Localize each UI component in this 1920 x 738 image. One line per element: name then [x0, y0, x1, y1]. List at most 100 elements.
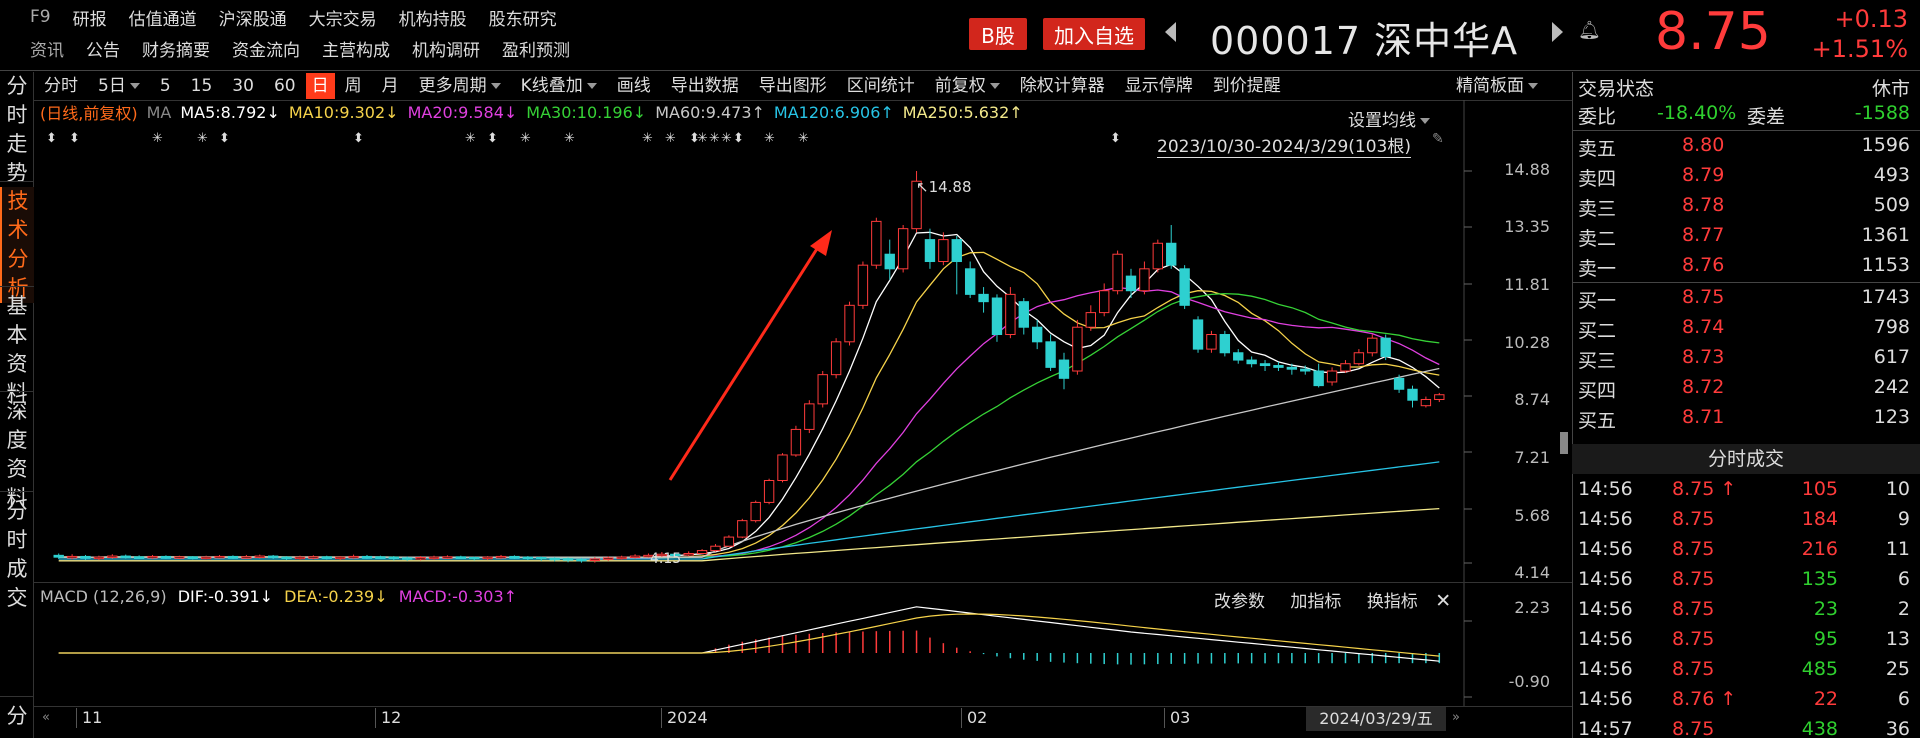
toolbar-item[interactable]: 15 — [190, 76, 213, 96]
toolbar-item[interactable]: 导出数据 — [670, 76, 739, 96]
menu-item[interactable]: 公告 — [86, 40, 120, 61]
menu-item[interactable]: 估值通道 — [128, 9, 197, 30]
menu-item[interactable]: 研报 — [72, 9, 107, 30]
toolbar-item[interactable]: 画线 — [616, 76, 651, 96]
toolbar-item[interactable]: 日 — [305, 73, 335, 99]
change-value: +0.13 — [1834, 5, 1908, 33]
event-marker-icon: ✳ — [721, 131, 732, 146]
left-nav-item[interactable]: 基本资料 — [6, 294, 28, 405]
candle-body — [375, 556, 386, 559]
swap-indicator-button[interactable]: 换指标 — [1366, 592, 1418, 612]
toolbar-item[interactable]: 显示停牌 — [1124, 76, 1193, 96]
candle-body — [1273, 365, 1284, 368]
tick-count: 10 — [1885, 478, 1910, 500]
menu-item[interactable]: 主营构成 — [322, 40, 390, 61]
change-params-button[interactable]: 改参数 — [1214, 592, 1265, 612]
date-range[interactable]: 2023/10/30-2024/3/29(103根) — [1157, 132, 1411, 158]
x-axis-tick: 12 — [381, 708, 402, 727]
bid-price: 8.74 — [1682, 316, 1725, 338]
stock-title: 000017 深中华A — [1210, 10, 1518, 65]
toolbar-item[interactable]: 除权计算器 — [1019, 76, 1105, 96]
left-nav-item[interactable]: 技术分析 — [0, 187, 34, 303]
candle-body — [1085, 312, 1096, 328]
add-indicator-button[interactable]: 加指标 — [1290, 592, 1342, 612]
add-watchlist-button[interactable]: 加入自选 — [1043, 18, 1145, 50]
toolbar-divider — [34, 100, 1572, 101]
candle-body — [924, 239, 936, 263]
candle-body — [227, 555, 239, 559]
candle-body — [951, 239, 962, 263]
prev-stock-icon[interactable] — [1165, 22, 1176, 42]
event-markers: ⬍ ⬍ ✳ ✳ ⬍ ⬍ ✳ ⬍ ✳ ✳ ✳ ✳ ⬍✳ ✳ ✳ ⬍ ✳ ✳ ⬍ — [46, 131, 1121, 146]
toolbar-item[interactable]: 月 — [381, 76, 399, 96]
toolbar-item[interactable]: 更多周期 — [409, 73, 511, 99]
bid-volume: 617 — [1873, 346, 1910, 368]
candle-body — [683, 553, 694, 556]
menu-item[interactable]: 财务摘要 — [142, 40, 210, 61]
scroll-right-icon[interactable]: » — [1452, 710, 1460, 725]
tick-time: 14:56 — [1578, 538, 1633, 560]
last-price: 8.75 — [1655, 2, 1771, 62]
panel-mode-dropdown[interactable]: 精简板面 — [1456, 72, 1538, 100]
menu-item[interactable]: F9 — [30, 7, 51, 27]
price-axis-tick: 10.28 — [1504, 333, 1550, 352]
candle-body — [495, 555, 507, 559]
toolbar-item[interactable]: 周 — [344, 76, 362, 96]
b-share-button[interactable]: B股 — [969, 18, 1027, 50]
menu-item[interactable]: 盈利预测 — [502, 40, 570, 61]
candle-body — [469, 557, 480, 560]
change-percent: +1.51% — [1811, 35, 1908, 63]
chart-scroll-handle[interactable] — [1560, 432, 1568, 454]
menu-item[interactable]: 机构调研 — [412, 40, 480, 61]
left-nav-item[interactable]: 分 — [6, 704, 28, 728]
event-marker-icon: ⬍ — [46, 131, 57, 146]
bell-icon[interactable]: 🔔︎ — [1578, 20, 1601, 41]
macd-value: MACD:-0.303↑ — [398, 587, 518, 606]
candle-body — [763, 480, 775, 503]
toolbar-item[interactable]: 前复权 — [925, 73, 1010, 99]
tick-count: 25 — [1885, 658, 1910, 680]
toolbar-item[interactable]: 5日 — [88, 73, 150, 99]
dea-line — [58, 613, 1440, 657]
toolbar-item[interactable]: 60 — [273, 76, 296, 96]
next-stock-icon[interactable] — [1552, 22, 1563, 42]
toolbar-item[interactable]: 分时 — [44, 76, 78, 96]
tick-row: 14:56 8.75 485 25 — [1572, 656, 1920, 686]
menu-item[interactable]: 资金流向 — [232, 40, 300, 61]
pin-icon[interactable]: ✎ — [1432, 131, 1444, 147]
candle-body — [536, 557, 547, 560]
menu-item[interactable]: 资讯 — [30, 40, 64, 61]
menu-item[interactable]: 大宗交易 — [308, 9, 377, 30]
candle-body — [53, 554, 64, 558]
scroll-left-icon[interactable]: « — [42, 710, 50, 725]
toolbar-item[interactable]: 区间统计 — [846, 76, 915, 96]
set-ma-button[interactable]: 设置均线 — [1348, 106, 1430, 131]
event-marker-icon: ⬍ — [689, 131, 700, 146]
ma-legend-entry: MA60:9.473↑ — [655, 102, 765, 122]
panel-mode-label: 精简板面 — [1456, 76, 1524, 96]
left-nav-item[interactable]: 分时走势 — [6, 74, 28, 185]
toolbar-item[interactable]: 导出图形 — [758, 76, 827, 96]
left-nav-item[interactable]: 深度资料 — [6, 399, 28, 510]
left-nav-item[interactable]: 分时成交 — [6, 499, 28, 610]
event-marker-icon: ✳ — [697, 131, 708, 146]
panel-divider — [1572, 282, 1920, 283]
event-marker-icon: ✳ — [520, 131, 531, 146]
ask-price: 8.76 — [1682, 254, 1725, 276]
toolbar-item[interactable]: 5 — [159, 76, 171, 96]
tick-count: 6 — [1897, 568, 1910, 590]
menu-item[interactable]: 机构持股 — [398, 9, 467, 30]
x-axis-gridline — [375, 708, 376, 728]
close-icon[interactable]: ✕ — [1435, 590, 1452, 612]
menu-item[interactable]: 股东研究 — [488, 9, 557, 30]
ma-legend-entry: MA20:9.584↓ — [407, 102, 518, 122]
candle-body — [1380, 337, 1391, 357]
menu-item[interactable]: 沪深股通 — [218, 9, 287, 30]
tick-time: 14:57 — [1578, 718, 1633, 738]
nav-divider — [0, 491, 34, 492]
kline-chart[interactable]: ⬍ ⬍ ✳ ✳ ⬍ ⬍ ✳ ⬍ ✳ ✳ ✳ ✳ ⬍✳ ✳ ✳ ⬍ ✳ ✳ ⬍ — [34, 100, 1572, 710]
toolbar-item[interactable]: K线叠加 — [511, 73, 607, 99]
header-divider — [0, 70, 1920, 71]
toolbar-item[interactable]: 到价提醒 — [1212, 76, 1281, 96]
toolbar-item[interactable]: 30 — [232, 76, 254, 96]
